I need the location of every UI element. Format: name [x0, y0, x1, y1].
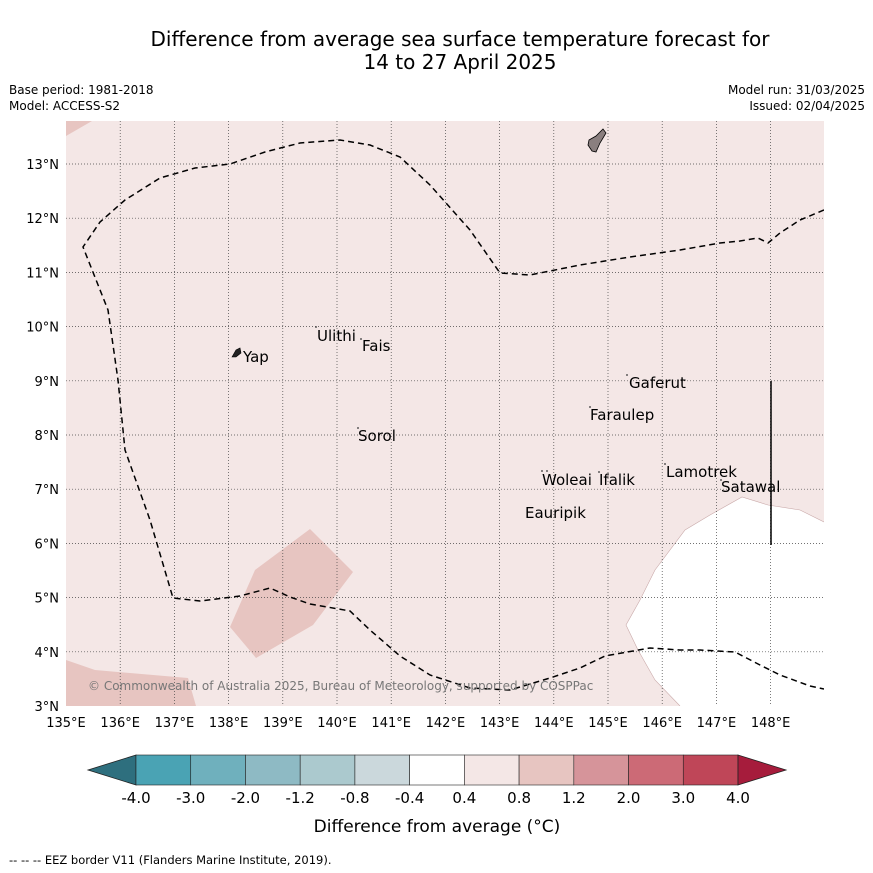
lon-tick-label: 141°E: [371, 716, 411, 731]
lon-tick-label: 139°E: [263, 716, 303, 731]
colorbar-segment: [299, 754, 356, 786]
warm-anomaly-corner-nw: [66, 121, 92, 136]
colorbar-tick-label: 4.0: [726, 789, 750, 807]
lat-tick-label: 6°N: [35, 537, 60, 552]
colorbar-extend-high: [737, 754, 788, 786]
place-labels: Yap Ulithi Fais Gaferut Faraulep Sorol L…: [242, 327, 780, 522]
lat-tick-label: 8°N: [35, 429, 60, 444]
warm-anomaly-patch: [230, 529, 353, 658]
colorbar-tick-label: -3.0: [176, 789, 205, 807]
lon-tick-label: 142°E: [426, 716, 466, 731]
title-line-2: 14 to 27 April 2025: [363, 50, 557, 74]
map-title: Difference from average sea surface temp…: [60, 28, 860, 74]
colorbar-tick-label: -4.0: [121, 789, 150, 807]
colorbar-segment: [464, 754, 520, 786]
lat-tick-label: 9°N: [35, 375, 60, 390]
lat-tick-label: 12°N: [26, 212, 59, 227]
yap-island-icon: [231, 347, 242, 358]
lon-tick-label: 146°E: [642, 716, 682, 731]
colorbar-segment: [354, 754, 410, 786]
colorbar-tick-label: -0.4: [395, 789, 424, 807]
lat-tick-label: 4°N: [35, 646, 60, 661]
colorbar-segment: [409, 754, 465, 786]
colorbar-tick-label: 0.4: [452, 789, 476, 807]
place-label-ifalik: Ifalik: [599, 471, 635, 489]
lat-tick-label: 13°N: [26, 158, 59, 173]
lat-tick-label: 10°N: [26, 321, 59, 336]
guam-island-icon: [587, 128, 607, 153]
meta-left: Base period: 1981-2018 Model: ACCESS-S2: [9, 82, 154, 114]
copyright-text: © Commonwealth of Australia 2025, Bureau…: [88, 679, 593, 693]
colorbar-tick-label: -1.2: [286, 789, 315, 807]
lon-tick-label: 138°E: [209, 716, 249, 731]
model-name: Model: ACCESS-S2: [9, 99, 121, 113]
colorbar-tick-label: 2.0: [617, 789, 641, 807]
colorbar-segment: [245, 754, 301, 786]
colorbar-segment: [190, 754, 246, 786]
lon-tick-label: 143°E: [480, 716, 520, 731]
lon-tick-label: 135°E: [46, 716, 86, 731]
colorbar-tick-label: -2.0: [231, 789, 260, 807]
base-period: Base period: 1981-2018: [9, 83, 154, 97]
latitude-axis: 3°N 4°N 5°N 6°N 7°N 8°N 9°N 10°N 11°N 12°N 13°N: [26, 158, 59, 715]
colorbar: -4.0 -3.0 -2.0 -1.2 -0.8 -0.4 0.4 0.8 1.2 2.0 3.0 4…: [86, 754, 788, 807]
lon-tick-label: 136°E: [100, 716, 140, 731]
model-run: Model run: 31/03/2025: [727, 83, 865, 97]
place-label-yap: Yap: [242, 348, 269, 366]
colorbar-tick-label: -0.8: [340, 789, 369, 807]
colorbar-segment: [518, 754, 575, 786]
place-label-sorol: Sorol: [358, 427, 396, 445]
eez-border: [82, 139, 824, 691]
gridlines: [66, 121, 824, 706]
lon-tick-label: 147°E: [697, 716, 737, 731]
lat-tick-label: 5°N: [35, 592, 60, 607]
colorbar-segment: [682, 754, 739, 786]
colorbar-segment: [628, 754, 684, 786]
lat-tick-label: 11°N: [26, 266, 59, 281]
colorbar-segment: [135, 754, 192, 786]
lon-tick-label: 140°E: [317, 716, 357, 731]
longitude-axis: 135°E 136°E 137°E 138°E 139°E 140°E 141°E 142°E…: [46, 716, 790, 731]
lon-tick-label: 137°E: [155, 716, 195, 731]
place-label-satawal: Satawal: [721, 478, 780, 496]
warm-anomaly-corner-sw: [66, 660, 196, 706]
place-label-gaferut: Gaferut: [629, 374, 686, 392]
colorbar-extend-low: [86, 754, 137, 786]
meta-right: Model run: 31/03/2025 Issued: 02/04/2025: [728, 82, 865, 114]
place-label-lamotrek: Lamotrek: [666, 463, 737, 481]
lon-tick-label: 145°E: [588, 716, 628, 731]
colorbar-tick-label: 0.8: [507, 789, 531, 807]
eez-footer-note: -- -- -- EEZ border V11 (Flanders Marine…: [9, 853, 332, 867]
lon-tick-label: 144°E: [534, 716, 574, 731]
colorbar-label: Difference from average (°C): [314, 817, 561, 837]
lon-tick-label: 148°E: [751, 716, 791, 731]
lat-tick-label: 3°N: [35, 700, 60, 715]
place-label-eauripik: Eauripik: [525, 504, 586, 522]
colorbar-segment: [573, 754, 629, 786]
colorbar-tick-label: 3.0: [671, 789, 695, 807]
atoll-markers: [315, 326, 722, 481]
neutral-anomaly-region: [626, 497, 824, 706]
neutral-region-outline: [625, 496, 824, 706]
issued-date: Issued: 02/04/2025: [749, 99, 865, 113]
place-label-fais: Fais: [362, 337, 391, 355]
colorbar-tick-label: 1.2: [562, 789, 586, 807]
map-area: Yap Ulithi Fais Gaferut Faraulep Sorol L…: [66, 121, 824, 706]
lat-tick-label: 7°N: [35, 483, 60, 498]
title-line-1: Difference from average sea surface temp…: [150, 27, 770, 51]
place-label-ulithi: Ulithi: [317, 327, 356, 345]
place-label-woleai: Woleai: [542, 471, 592, 489]
place-label-faraulep: Faraulep: [590, 406, 654, 424]
